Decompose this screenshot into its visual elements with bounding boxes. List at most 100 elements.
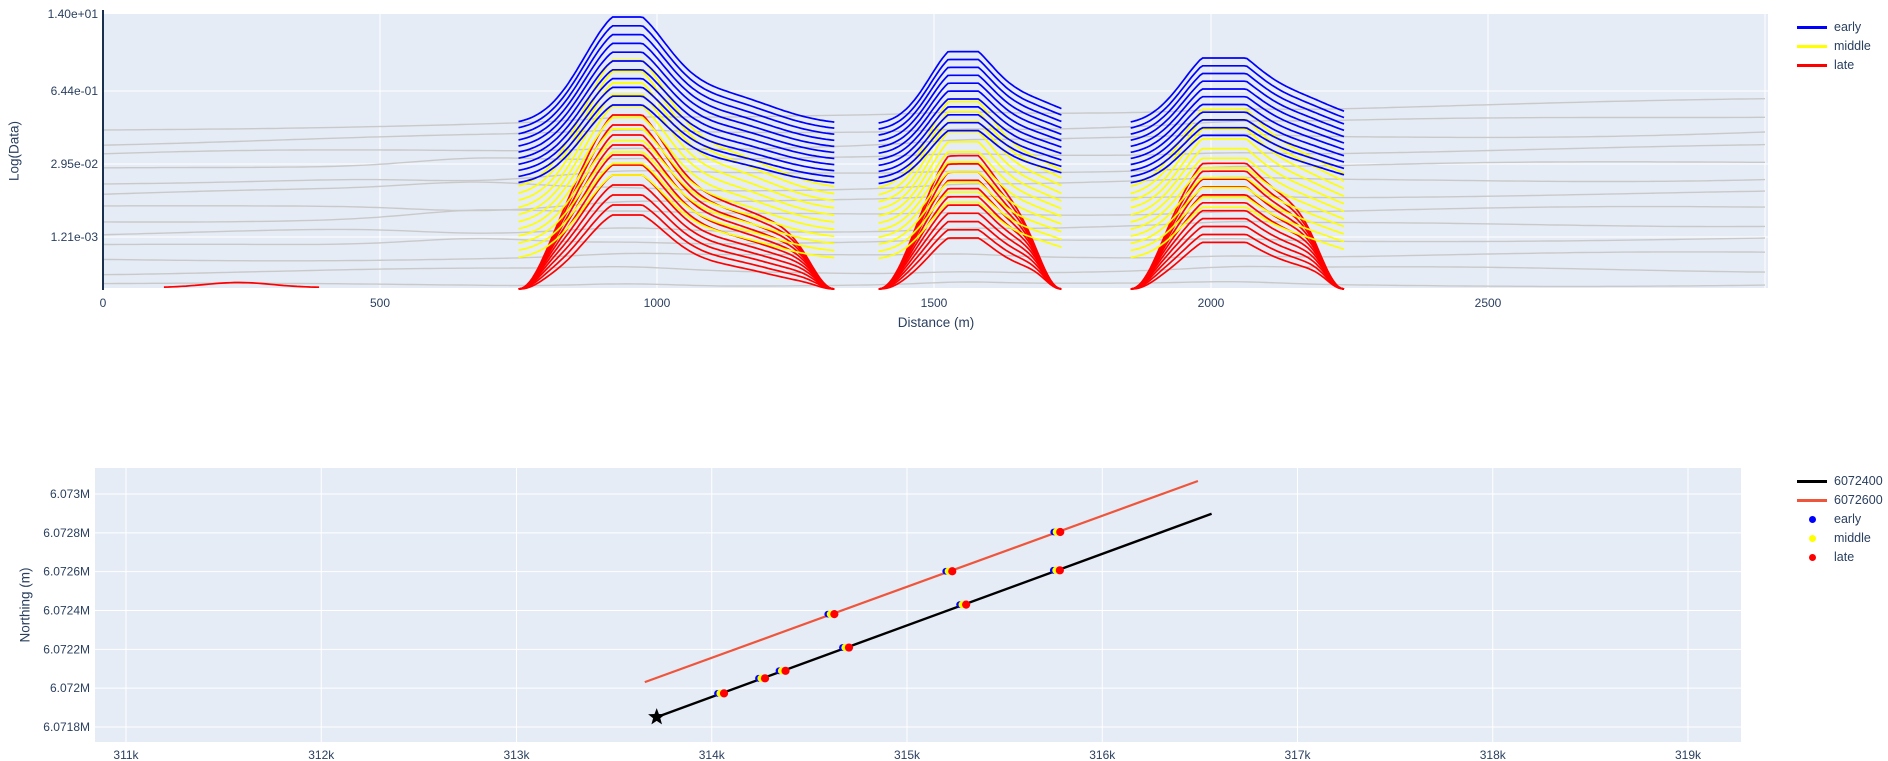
x-tick-label: 2000 <box>1198 296 1225 310</box>
x-tick-label: 318k <box>1480 748 1507 761</box>
trace-middle <box>1130 147 1345 216</box>
legend-item-6072600[interactable]: 6072600 <box>1797 491 1883 510</box>
station-marker-cluster <box>824 610 839 619</box>
x-tick-label: 316k <box>1089 748 1116 761</box>
trace-gray <box>103 205 1765 223</box>
trace-late <box>1130 217 1345 290</box>
trace-early <box>518 77 835 166</box>
trace-early <box>518 33 835 136</box>
station-marker-cluster <box>775 666 790 675</box>
trace-middle <box>878 130 1062 210</box>
trace-late <box>878 237 1062 290</box>
trace-middle <box>518 105 835 216</box>
trace-late <box>518 154 835 290</box>
trace-gray <box>102 251 1766 262</box>
y-tick-label: 2.95e-02 <box>51 157 99 171</box>
x-tick-label: 317k <box>1285 748 1312 761</box>
legend-dot-swatch <box>1797 535 1827 542</box>
x-tick-label: 0 <box>100 296 107 310</box>
trace-gray <box>102 176 1766 195</box>
x-tick-label: 1500 <box>921 296 948 310</box>
y-tick-label: 6.0722M <box>43 642 90 656</box>
trace-middle <box>518 151 835 245</box>
trace-early <box>518 104 835 184</box>
trace-middle <box>878 171 1062 238</box>
x-tick-label: 319k <box>1675 748 1702 761</box>
y-tick-label: 6.0728M <box>43 526 90 540</box>
station-marker-cluster <box>714 689 729 698</box>
chart2-legend: 6072400 6072600 early middle late <box>1797 472 1883 567</box>
legend-label: early <box>1834 20 1862 34</box>
legend-line-swatch <box>1797 26 1827 29</box>
trace-gray <box>102 265 1766 276</box>
map-plot: 6.073M 6.0728M 6.0726M 6.0724M 6.0722M 6.072M… <box>43 468 1741 761</box>
late-marker <box>962 600 971 609</box>
y-tick-label: 6.073M <box>50 487 90 501</box>
late-marker <box>1056 527 1065 537</box>
legend-label: middle <box>1834 39 1871 53</box>
trace-early <box>1130 111 1345 166</box>
legend-item-middle[interactable]: middle <box>1797 37 1871 56</box>
late-marker <box>1055 566 1064 575</box>
y-tick-label: 6.072M <box>50 681 90 695</box>
trace-gray <box>103 190 1766 212</box>
late-marker <box>948 567 957 576</box>
trace-early <box>518 95 835 178</box>
trace-late <box>878 187 1062 290</box>
legend-item-6072400[interactable]: 6072400 <box>1797 472 1883 491</box>
trace-middle <box>518 162 835 252</box>
trace-middle <box>1130 137 1345 209</box>
legend-item-late[interactable]: late <box>1797 56 1871 75</box>
trace-middle <box>518 93 835 209</box>
legend-item-early[interactable]: early <box>1797 18 1871 37</box>
trace-late <box>1130 178 1345 290</box>
trace-early <box>518 60 835 154</box>
trace-early <box>878 106 1062 167</box>
trace-late <box>878 228 1062 290</box>
trace-early <box>518 42 835 142</box>
y-tick-label: 6.44e-01 <box>51 84 99 98</box>
line-6072600 <box>644 479 1199 684</box>
trace-early <box>1130 72 1345 135</box>
trace-late <box>1130 241 1345 290</box>
legend-item-early[interactable]: early <box>1797 510 1883 529</box>
chart2-y-axis-title: Northing (m) <box>17 567 33 643</box>
trace-late <box>878 195 1062 290</box>
legend-item-late[interactable]: late <box>1797 548 1883 567</box>
chart2-plot-area[interactable] <box>95 468 1741 742</box>
station-marker-cluster <box>839 643 854 652</box>
x-tick-label: 500 <box>370 296 390 310</box>
station-marker-cluster <box>956 600 971 609</box>
trace-gray <box>103 237 1766 246</box>
trace-middle <box>1130 186 1345 245</box>
trace-middle <box>878 140 1062 217</box>
trace-late <box>1130 194 1345 290</box>
trace-middle <box>518 116 835 223</box>
trace-middle <box>1130 206 1345 259</box>
trace-late <box>518 184 835 290</box>
trace-early <box>878 113 1062 173</box>
trace-middle <box>518 128 835 231</box>
trace-early <box>518 86 835 172</box>
station-marker-cluster <box>1049 566 1064 575</box>
legend-line-swatch <box>1797 480 1827 483</box>
trace-early <box>518 24 835 129</box>
legend-label: middle <box>1834 531 1871 545</box>
legend-line-swatch <box>1797 499 1827 502</box>
x-tick-label: 313k <box>503 748 530 761</box>
trace-early <box>518 68 835 160</box>
legend-dot-swatch <box>1797 516 1827 523</box>
trace-middle <box>1130 128 1345 202</box>
legend-item-middle[interactable]: middle <box>1797 529 1883 548</box>
trace-early <box>878 58 1062 130</box>
trace-late <box>878 179 1062 290</box>
chart1-x-axis-title: Distance (m) <box>897 315 975 330</box>
trace-gray <box>102 98 1766 131</box>
trace-middle <box>878 191 1062 253</box>
x-tick-label: 1000 <box>644 296 671 310</box>
y-tick-label: 1.40e+01 <box>48 7 99 21</box>
trace-late <box>1130 170 1345 290</box>
trace-early <box>878 66 1062 136</box>
x-tick-label: 314k <box>699 748 726 761</box>
trace-late <box>1130 201 1345 290</box>
